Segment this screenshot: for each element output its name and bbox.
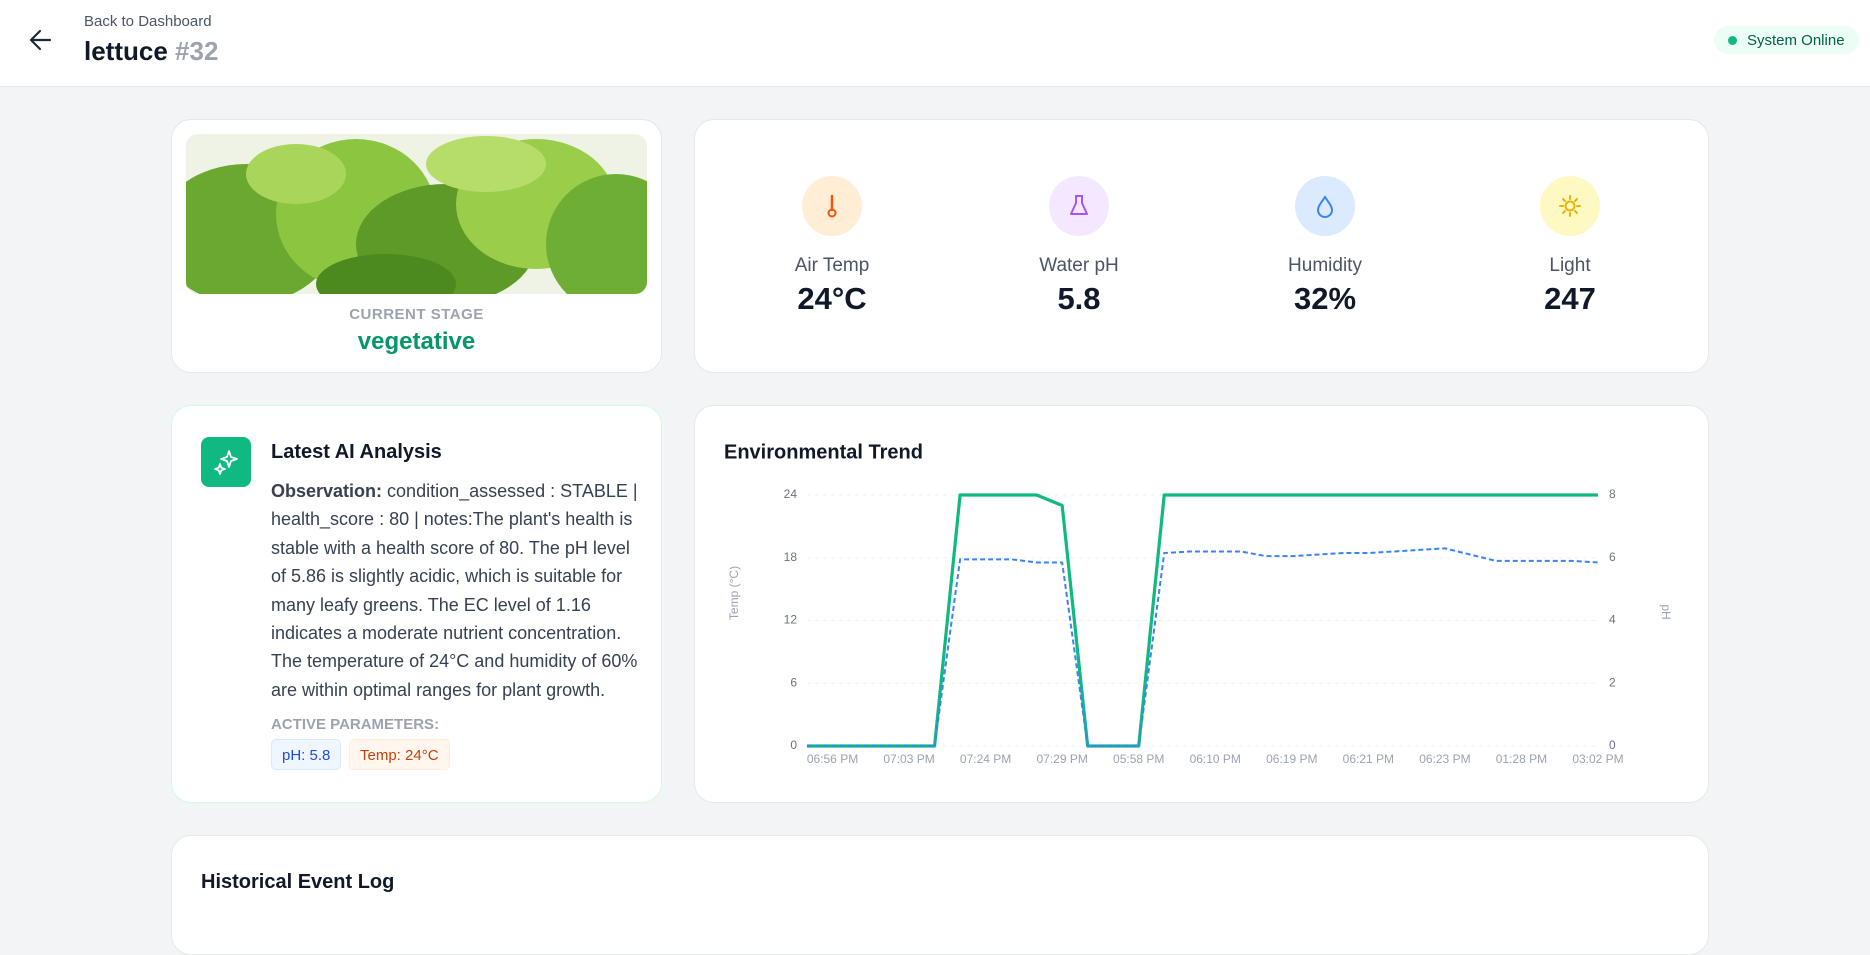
x-tick-label: 06:23 PM: [1419, 752, 1470, 766]
log-card: Historical Event Log: [171, 835, 1709, 955]
stats-card: Air Temp 24°C Water pH 5.8 Humidity 32% …: [694, 119, 1709, 373]
back-arrow[interactable]: [28, 27, 54, 53]
y-axis-label: Temp (°C): [727, 566, 741, 620]
temp-icon: [802, 176, 862, 236]
back-link[interactable]: Back to Dashboard: [84, 13, 212, 30]
humidity-icon: [1295, 176, 1355, 236]
stat-label: Water pH: [1039, 255, 1119, 276]
ai-icon: [201, 437, 251, 487]
stat-value: 5.8: [1057, 281, 1101, 316]
header: Back to Dashboard lettuce #32 System Onl…: [0, 0, 1870, 87]
x-tick-label: 06:56 PM: [807, 752, 858, 766]
status-text: System Online: [1747, 32, 1845, 49]
params-label: ACTIVE PARAMETERS:: [271, 716, 440, 733]
light-icon: [1540, 176, 1600, 236]
x-tick-label: 07:29 PM: [1036, 752, 1087, 766]
y-tick-label: 12: [784, 613, 798, 627]
x-tick-label: 07:03 PM: [883, 752, 934, 766]
status-dot: [1728, 36, 1737, 45]
plant-id: #32: [175, 36, 219, 66]
chart-card: Environmental Trend Temp (°C) pH 0 6 12 18 2…: [694, 405, 1709, 803]
series-line: [807, 547, 1599, 747]
y-tick-label: 0: [790, 738, 797, 752]
trend-chart: Environmental Trend Temp (°C) pH 0 6 12 18 2…: [724, 441, 1673, 766]
y2-tick-label: 4: [1609, 613, 1616, 627]
observation-label: Observation:: [271, 481, 383, 501]
y2-axis-label: pH: [1659, 604, 1673, 619]
series-line: [807, 493, 1598, 748]
stat-value: 247: [1544, 281, 1596, 316]
stat-label: Air Temp: [794, 255, 870, 276]
chart-title: Environmental Trend: [724, 441, 923, 463]
y2-tick-label: 8: [1609, 487, 1616, 501]
plant-photo: [186, 134, 647, 294]
x-tick-label: 06:21 PM: [1343, 752, 1394, 766]
param-chip: Temp: 24°C: [349, 739, 450, 770]
x-tick-label: 06:19 PM: [1266, 752, 1317, 766]
x-tick-label: 06:10 PM: [1190, 752, 1241, 766]
param-chip: pH: 5.8: [271, 739, 342, 770]
stage-label: CURRENT STAGE: [349, 306, 484, 323]
y2-tick-label: 0: [1609, 738, 1616, 752]
y2-tick-label: 6: [1609, 550, 1616, 564]
plant-name: lettuce: [84, 36, 168, 66]
stat-value: 24°C: [797, 281, 867, 316]
stage-value: vegetative: [357, 328, 476, 355]
observation: condition_assessed : STABLE | health_sco…: [271, 481, 638, 700]
y2-tick-label: 2: [1609, 675, 1616, 689]
status-pill: System Online: [1714, 26, 1859, 54]
y-tick-label: 24: [784, 487, 798, 501]
x-tick-label: 03:02 PM: [1572, 752, 1623, 766]
analysis-title: Latest AI Analysis: [271, 441, 442, 463]
plant-card: CURRENT STAGE vegetative: [171, 119, 662, 373]
analysis-text: Observation: condition_assessed : STABLE…: [271, 477, 643, 704]
stat-label: Humidity: [1288, 255, 1362, 276]
ph-icon: [1049, 176, 1109, 236]
stat-label: Light: [1549, 255, 1591, 276]
y-tick-label: 6: [790, 675, 797, 689]
x-tick-label: 05:58 PM: [1113, 752, 1164, 766]
log-title: Historical Event Log: [201, 871, 395, 893]
x-tick-label: 07:24 PM: [960, 752, 1011, 766]
stat-value: 32%: [1293, 281, 1357, 316]
analysis-card: Latest AI Analysis Observation: conditio…: [171, 405, 662, 803]
x-tick-label: 01:28 PM: [1496, 752, 1547, 766]
y-tick-label: 18: [784, 550, 798, 564]
page-title: lettuce #32: [84, 36, 218, 67]
